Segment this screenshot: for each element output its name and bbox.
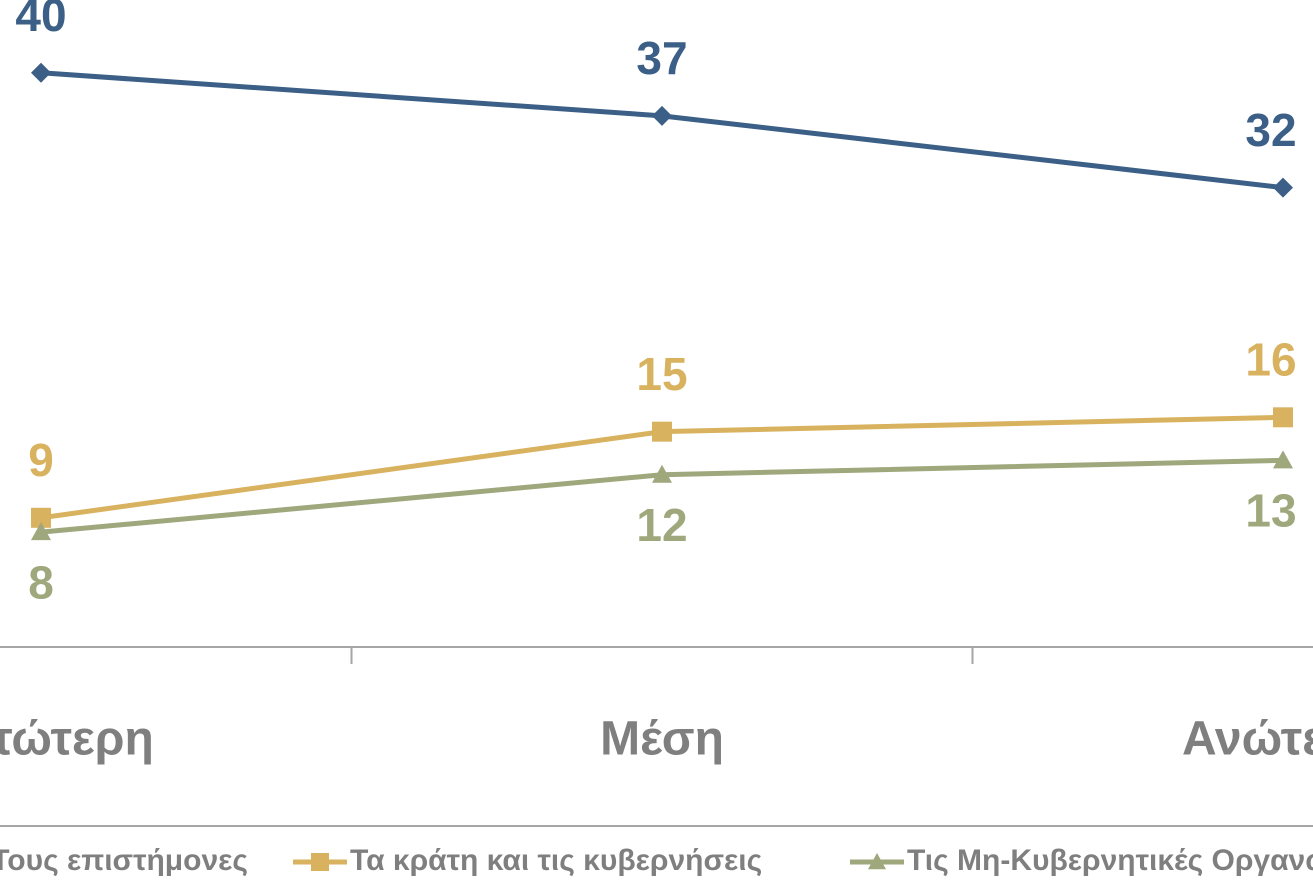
data-point xyxy=(31,62,51,83)
x-tick-label: Κατώτερη xyxy=(0,713,154,766)
data-label: 40 xyxy=(15,0,66,41)
x-tick-label: Ανώτερη xyxy=(1182,713,1313,766)
legend-marker xyxy=(311,853,329,871)
data-point xyxy=(652,464,672,483)
data-point xyxy=(1273,407,1293,428)
data-label: 13 xyxy=(1245,485,1296,537)
data-label: 8 xyxy=(28,556,54,608)
data-label: 16 xyxy=(1245,333,1296,385)
data-point xyxy=(31,507,51,528)
legend-marker xyxy=(868,853,886,870)
data-point xyxy=(31,522,51,541)
x-tick-label: Μέση xyxy=(600,713,724,766)
data-label: 15 xyxy=(636,348,687,400)
data-point xyxy=(1273,450,1293,469)
data-point xyxy=(652,421,672,442)
data-label: 9 xyxy=(28,434,54,486)
series-line xyxy=(40,70,1284,191)
legend-label: Τα κράτη και τις κυβερνήσεις xyxy=(350,844,762,877)
legend-label: Τους επιστήμονες xyxy=(0,844,248,877)
data-label: 37 xyxy=(636,32,687,84)
legend-label: Τις Μη-Κυβερνητικές Οργανώσεις xyxy=(907,844,1313,877)
data-point xyxy=(1273,177,1293,198)
data-label: 32 xyxy=(1245,104,1296,156)
data-point xyxy=(652,105,672,126)
data-label: 12 xyxy=(636,499,687,551)
